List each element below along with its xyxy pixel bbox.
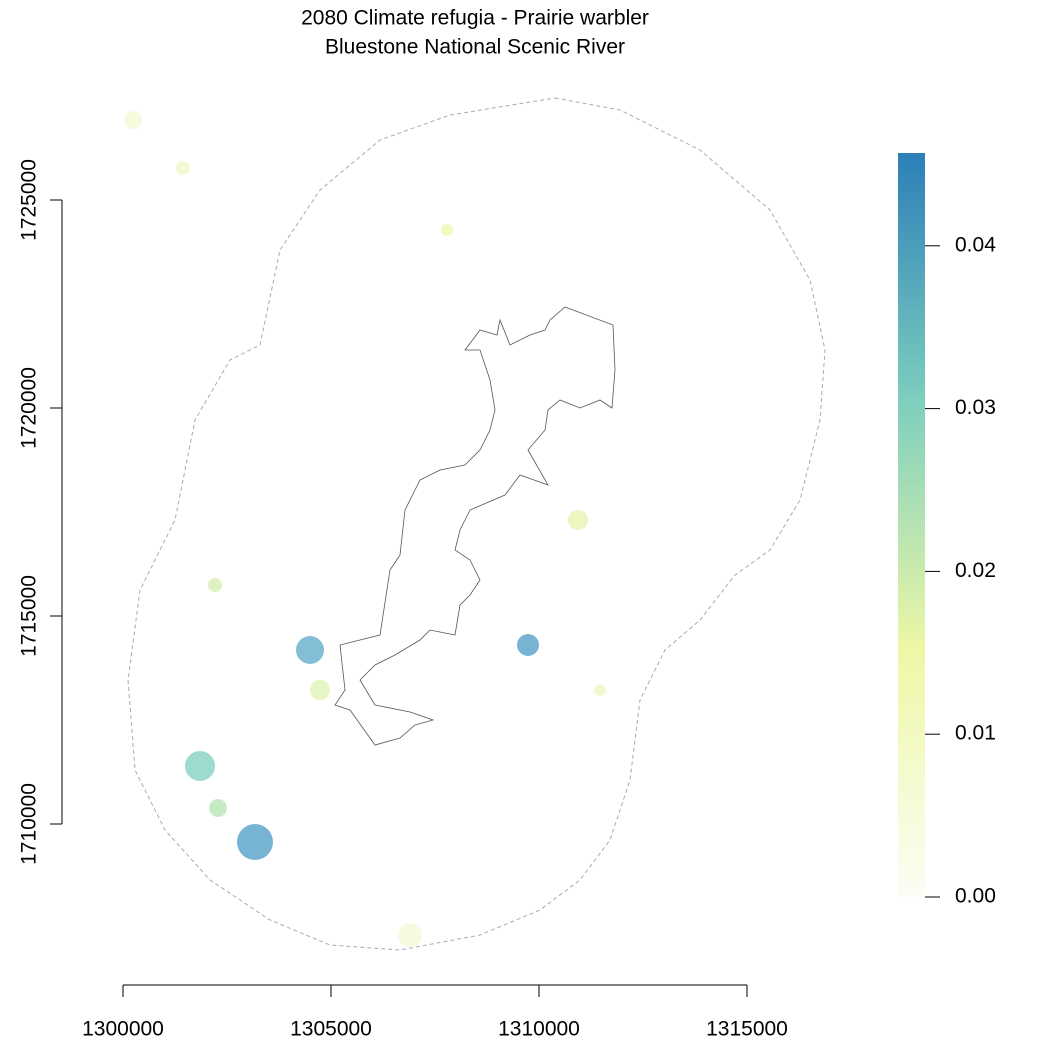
chart-title: 2080 Climate refugia - Prairie warbler (301, 7, 649, 30)
colorbar-tick-label: 0.03 (955, 396, 996, 419)
park-boundary (334, 306, 616, 746)
y-tick-label: 1710000 (18, 783, 41, 865)
x-tick-label: 1315000 (706, 1018, 788, 1041)
chart-subtitle: Bluestone National Scenic River (325, 36, 625, 59)
x-tick-label: 1310000 (498, 1018, 580, 1041)
colorbar-tick-label: 0.02 (955, 559, 996, 582)
x-tick-label: 1305000 (290, 1018, 372, 1041)
colorbar (898, 153, 925, 897)
colorbar-tick-label: 0.01 (955, 722, 996, 745)
y-tick-label: 1720000 (18, 367, 41, 449)
y-tick-label: 1725000 (18, 159, 41, 241)
colorbar-tick-label: 0.04 (955, 233, 996, 256)
y-tick-label: 1715000 (18, 575, 41, 657)
raster-background (124, 111, 606, 947)
x-tick-label: 1300000 (82, 1018, 164, 1041)
buffer-boundary (127, 97, 826, 951)
colorbar-tick-label: 0.00 (955, 885, 996, 908)
